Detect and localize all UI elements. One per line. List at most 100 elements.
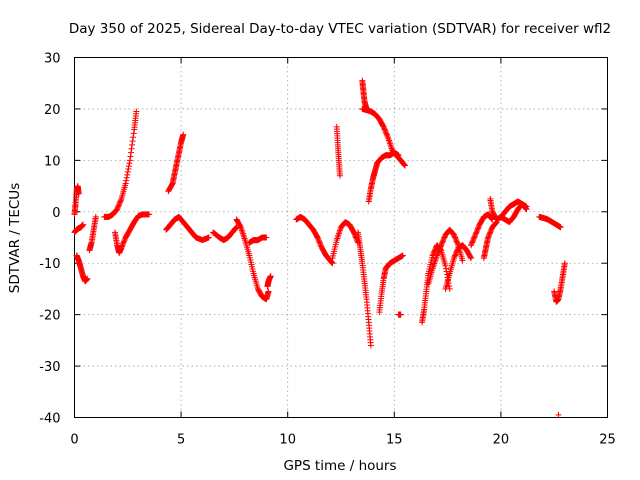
data-point-marker xyxy=(561,260,568,267)
series-arc-30 xyxy=(551,260,568,305)
data-point-marker xyxy=(125,163,132,170)
data-point-marker xyxy=(317,242,324,249)
data-point-marker xyxy=(382,129,389,136)
y-axis-label: SDTVAR / TECUs xyxy=(7,183,23,293)
data-point-marker xyxy=(314,234,321,241)
data-point-marker xyxy=(471,233,478,240)
data-point-marker xyxy=(493,219,500,226)
x-tick-label: 20 xyxy=(493,433,510,448)
data-point-marker xyxy=(114,206,121,213)
series-arc-29 xyxy=(536,213,564,231)
data-point-marker xyxy=(114,204,121,211)
data-point-marker xyxy=(450,255,457,262)
x-tick-label: 25 xyxy=(599,433,616,448)
series-arc-20 xyxy=(376,252,406,316)
data-point-marker xyxy=(122,180,129,187)
data-point-marker xyxy=(437,244,444,251)
y-tick-label: 10 xyxy=(44,154,61,169)
data-point-marker xyxy=(116,199,123,206)
series-arc-07 xyxy=(165,131,187,195)
series-arc-01 xyxy=(71,183,82,218)
data-point-marker xyxy=(381,125,388,132)
data-point-marker xyxy=(383,130,390,137)
data-point-marker xyxy=(436,247,443,254)
data-point-marker xyxy=(523,203,530,210)
data-point-marker xyxy=(120,239,127,246)
data-point-marker xyxy=(488,226,495,233)
data-point-marker xyxy=(486,231,493,238)
data-point-marker xyxy=(329,260,336,267)
data-point-marker xyxy=(486,230,493,237)
data-point-marker xyxy=(130,130,137,137)
y-tick-label: 0 xyxy=(52,206,60,221)
series-arc-31 xyxy=(555,411,562,418)
series-arc-09 xyxy=(210,224,240,244)
data-point-marker xyxy=(440,237,447,244)
data-point-marker xyxy=(475,224,482,231)
data-point-marker xyxy=(232,225,239,232)
data-point-marker xyxy=(557,224,564,231)
data-point-marker xyxy=(473,228,480,235)
x-tick-label: 15 xyxy=(386,433,403,448)
data-point-marker xyxy=(123,177,130,184)
data-point-marker xyxy=(443,265,450,272)
data-point-marker xyxy=(367,342,374,349)
data-point-marker xyxy=(130,134,137,141)
data-point-marker xyxy=(470,237,477,244)
data-point-marker xyxy=(336,172,343,179)
data-point-marker xyxy=(128,145,135,152)
y-tick-label: -10 xyxy=(39,257,60,272)
data-point-marker xyxy=(492,220,499,227)
data-point-marker xyxy=(438,240,445,247)
data-point-marker xyxy=(468,242,475,249)
data-point-marker xyxy=(315,235,322,242)
data-point-marker xyxy=(381,126,388,133)
series-arc-25 xyxy=(468,211,496,249)
series-arc-02 xyxy=(71,221,87,236)
data-point-marker xyxy=(435,249,442,256)
axis-ticks: 0 5 10 15 20 25 30 20 10 0 -10 -20 -30 -40 xyxy=(39,52,616,448)
series-arc-03 xyxy=(73,252,91,285)
data-point-marker xyxy=(474,225,481,232)
data-point-marker xyxy=(115,202,122,209)
data-point-marker xyxy=(473,229,480,236)
data-point-marker xyxy=(555,411,562,418)
series-arc-27 xyxy=(480,219,500,262)
data-point-marker xyxy=(126,160,133,167)
data-point-marker xyxy=(124,171,131,178)
data-point-marker xyxy=(352,234,359,241)
data-point-marker xyxy=(452,235,459,242)
data-point-marker xyxy=(399,252,406,259)
series-arc-06 xyxy=(112,211,153,256)
data-point-marker xyxy=(401,162,408,169)
data-point-marker xyxy=(434,251,441,258)
data-point-marker xyxy=(487,228,494,235)
data-point-marker xyxy=(470,235,477,242)
data-point-marker xyxy=(487,229,494,236)
data-point-marker xyxy=(452,251,459,258)
data-point-marker xyxy=(263,234,270,241)
data-point-marker xyxy=(437,243,444,250)
data-point-marker xyxy=(469,239,476,246)
data-point-marker xyxy=(315,237,322,244)
series-arc-24 xyxy=(442,242,475,292)
data-point-marker xyxy=(146,211,153,218)
data-point-marker xyxy=(433,252,440,259)
data-point-marker xyxy=(493,219,500,226)
data-point-marker xyxy=(471,234,478,241)
data-point-marker xyxy=(401,161,408,168)
data-point-marker xyxy=(84,275,91,282)
data-point-marker xyxy=(452,234,459,241)
chart-title: Day 350 of 2025, Sidereal Day-to-day VTE… xyxy=(69,21,611,37)
data-point-marker xyxy=(129,141,136,148)
y-tick-label: -30 xyxy=(39,360,60,375)
data-point-marker xyxy=(316,239,323,246)
series-arc-19 xyxy=(365,149,402,205)
data-point-marker xyxy=(127,149,134,156)
data-point-marker xyxy=(453,248,460,255)
data-point-marker xyxy=(450,231,457,238)
data-point-marker xyxy=(383,131,390,138)
data-point-marker xyxy=(380,123,387,130)
series-arc-15 xyxy=(333,123,343,179)
